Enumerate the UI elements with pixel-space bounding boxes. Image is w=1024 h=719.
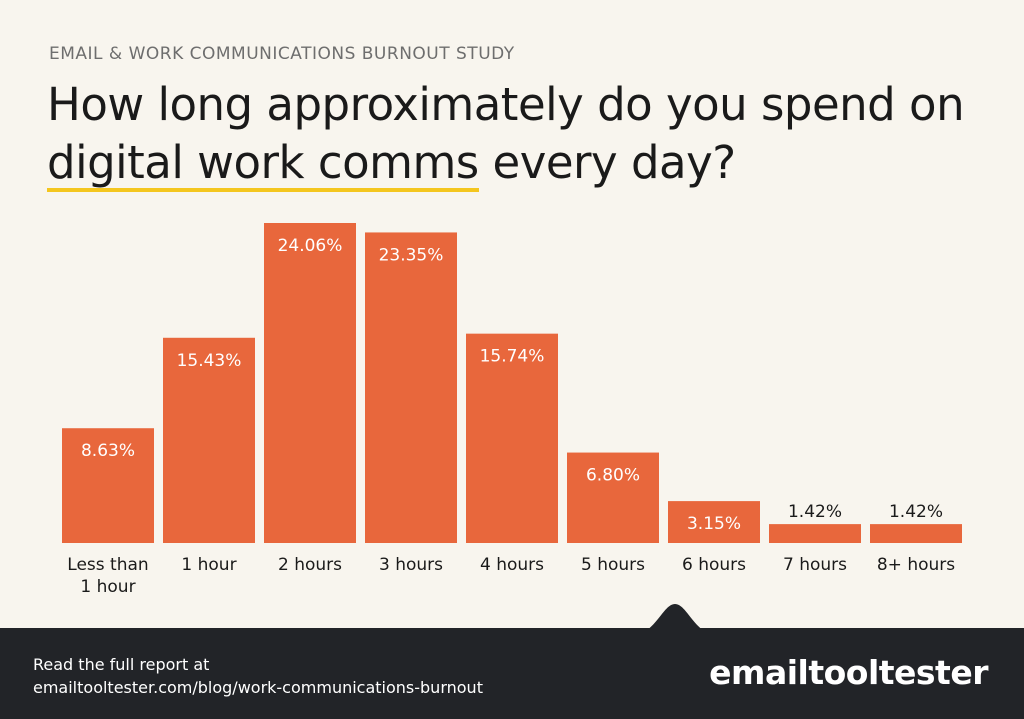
bar bbox=[668, 501, 760, 543]
bar-value-label: 24.06% bbox=[278, 236, 343, 256]
eyebrow-label: EMAIL & WORK COMMUNICATIONS BURNOUT STUD… bbox=[49, 44, 515, 64]
bar-value-label: 1.42% bbox=[788, 502, 842, 522]
report-link[interactable]: emailtooltester.com/blog/work-communicat… bbox=[33, 678, 483, 697]
bar bbox=[365, 232, 457, 543]
bar-value-label: 23.35% bbox=[379, 245, 444, 265]
bar-value-label: 6.80% bbox=[586, 466, 640, 486]
category-label: 8+ hours bbox=[877, 555, 955, 575]
category-label: 6 hours bbox=[682, 555, 746, 575]
category-label: 4 hours bbox=[480, 555, 544, 575]
bar bbox=[62, 428, 154, 543]
bar bbox=[264, 223, 356, 543]
title-highlight: digital work comms bbox=[47, 138, 479, 192]
category-label: 1 hour bbox=[80, 577, 135, 597]
title-part-1: How long approximately do you spend on bbox=[47, 78, 965, 131]
bar-value-label: 1.42% bbox=[889, 502, 943, 522]
category-label: 2 hours bbox=[278, 555, 342, 575]
title-part-2: every day? bbox=[478, 136, 737, 189]
bar-value-label: 15.74% bbox=[480, 347, 545, 367]
bar bbox=[769, 524, 861, 543]
bar-value-label: 3.15% bbox=[687, 514, 741, 534]
footer-notch bbox=[635, 604, 715, 634]
bar bbox=[466, 333, 558, 543]
bar-value-label: 8.63% bbox=[81, 441, 135, 461]
footer-text: Read the full report at bbox=[33, 655, 210, 674]
category-label: Less than bbox=[67, 555, 148, 575]
chart-title: How long approximately do you spend on d… bbox=[47, 76, 987, 192]
bar bbox=[567, 452, 659, 543]
category-label: 1 hour bbox=[181, 555, 236, 575]
bar bbox=[870, 524, 962, 543]
bar bbox=[163, 337, 255, 543]
category-label: 7 hours bbox=[783, 555, 847, 575]
category-label: 3 hours bbox=[379, 555, 443, 575]
brand-logo: emailtooltester bbox=[709, 653, 988, 692]
bar-value-label: 15.43% bbox=[177, 351, 242, 371]
footer-bar bbox=[0, 628, 1024, 719]
category-label: 5 hours bbox=[581, 555, 645, 575]
